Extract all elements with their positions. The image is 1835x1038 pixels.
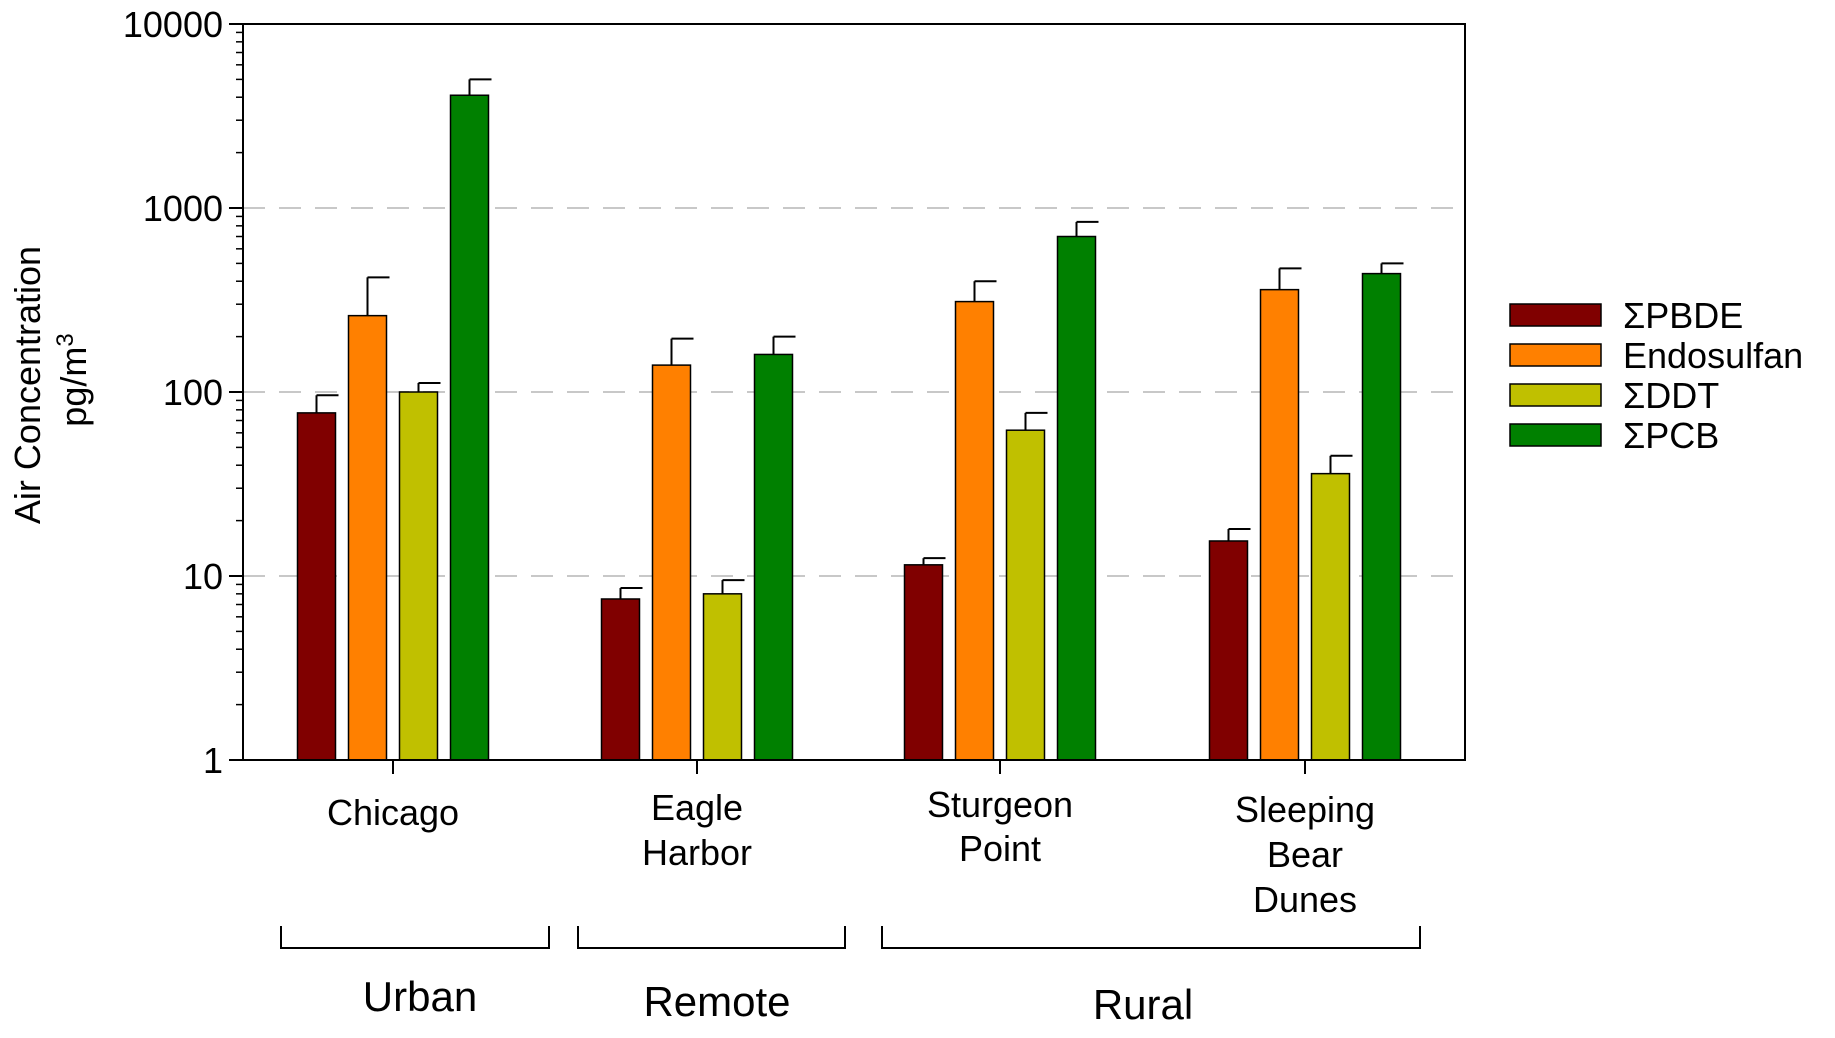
y-tick-label-1: 1	[203, 740, 223, 781]
bar-2-2	[1005, 429, 1046, 761]
y-axis-title-unit: pg/m3	[52, 333, 95, 426]
y-tick-label-100: 100	[163, 372, 223, 413]
y-tick-label-10000: 10000	[123, 4, 223, 45]
bars-layer	[296, 78, 1404, 761]
group-bracket-0	[280, 926, 550, 949]
x-category-label-3-1: Bear	[1267, 834, 1343, 875]
x-category-label-0-0: Chicago	[327, 792, 459, 833]
x-category-label-2-0: Sturgeon	[927, 784, 1073, 825]
bar-3-0	[1208, 540, 1249, 761]
bar-0-1	[347, 314, 388, 761]
bar-3-3	[1361, 272, 1402, 761]
x-category-label-3-2: Dunes	[1253, 879, 1357, 920]
group-label-1: Remote	[643, 978, 790, 1025]
bar-2-3	[1056, 235, 1097, 761]
x-category-label-2-1: Point	[959, 828, 1041, 869]
y-tick-label-10: 10	[183, 556, 223, 597]
legend-label-3: ΣPCB	[1623, 415, 1719, 456]
bar-0-3	[449, 94, 490, 761]
bar-3-2	[1310, 472, 1351, 761]
legend-swatch-2	[1509, 383, 1602, 407]
x-category-label-3-0: Sleeping	[1235, 789, 1375, 830]
bar-0-0	[296, 412, 337, 761]
y-axis-title: Air Concentration pg/m3	[7, 236, 94, 524]
bar-3-1	[1259, 288, 1300, 761]
x-category-label-1-1: Harbor	[642, 832, 752, 873]
legend-label-1: Endosulfan	[1623, 335, 1803, 376]
legend-label-2: ΣDDT	[1623, 375, 1719, 416]
bar-0-2	[398, 391, 439, 761]
y-axis-title-main: Air Concentration	[7, 246, 48, 524]
y-tick-label-1000: 1000	[143, 188, 223, 229]
legend-swatch-1	[1509, 343, 1602, 367]
bar-1-0	[600, 598, 641, 761]
bar-1-3	[753, 353, 794, 761]
bar-2-0	[903, 564, 944, 761]
axis-layer	[229, 23, 1466, 949]
group-label-0: Urban	[363, 973, 477, 1020]
y-axis-unit-sup: 3	[52, 333, 79, 346]
bar-2-1	[954, 300, 995, 761]
legend-swatch-3	[1509, 423, 1602, 447]
legend-swatch-0	[1509, 303, 1602, 327]
y-axis-unit-base: pg/m	[53, 347, 94, 427]
legend-label-0: ΣPBDE	[1623, 295, 1743, 336]
bar-1-1	[651, 364, 692, 761]
x-category-label-1-0: Eagle	[651, 787, 743, 828]
group-bracket-1	[577, 926, 846, 949]
group-bracket-2	[881, 926, 1421, 949]
bar-1-2	[702, 593, 743, 761]
group-label-2: Rural	[1093, 981, 1193, 1028]
